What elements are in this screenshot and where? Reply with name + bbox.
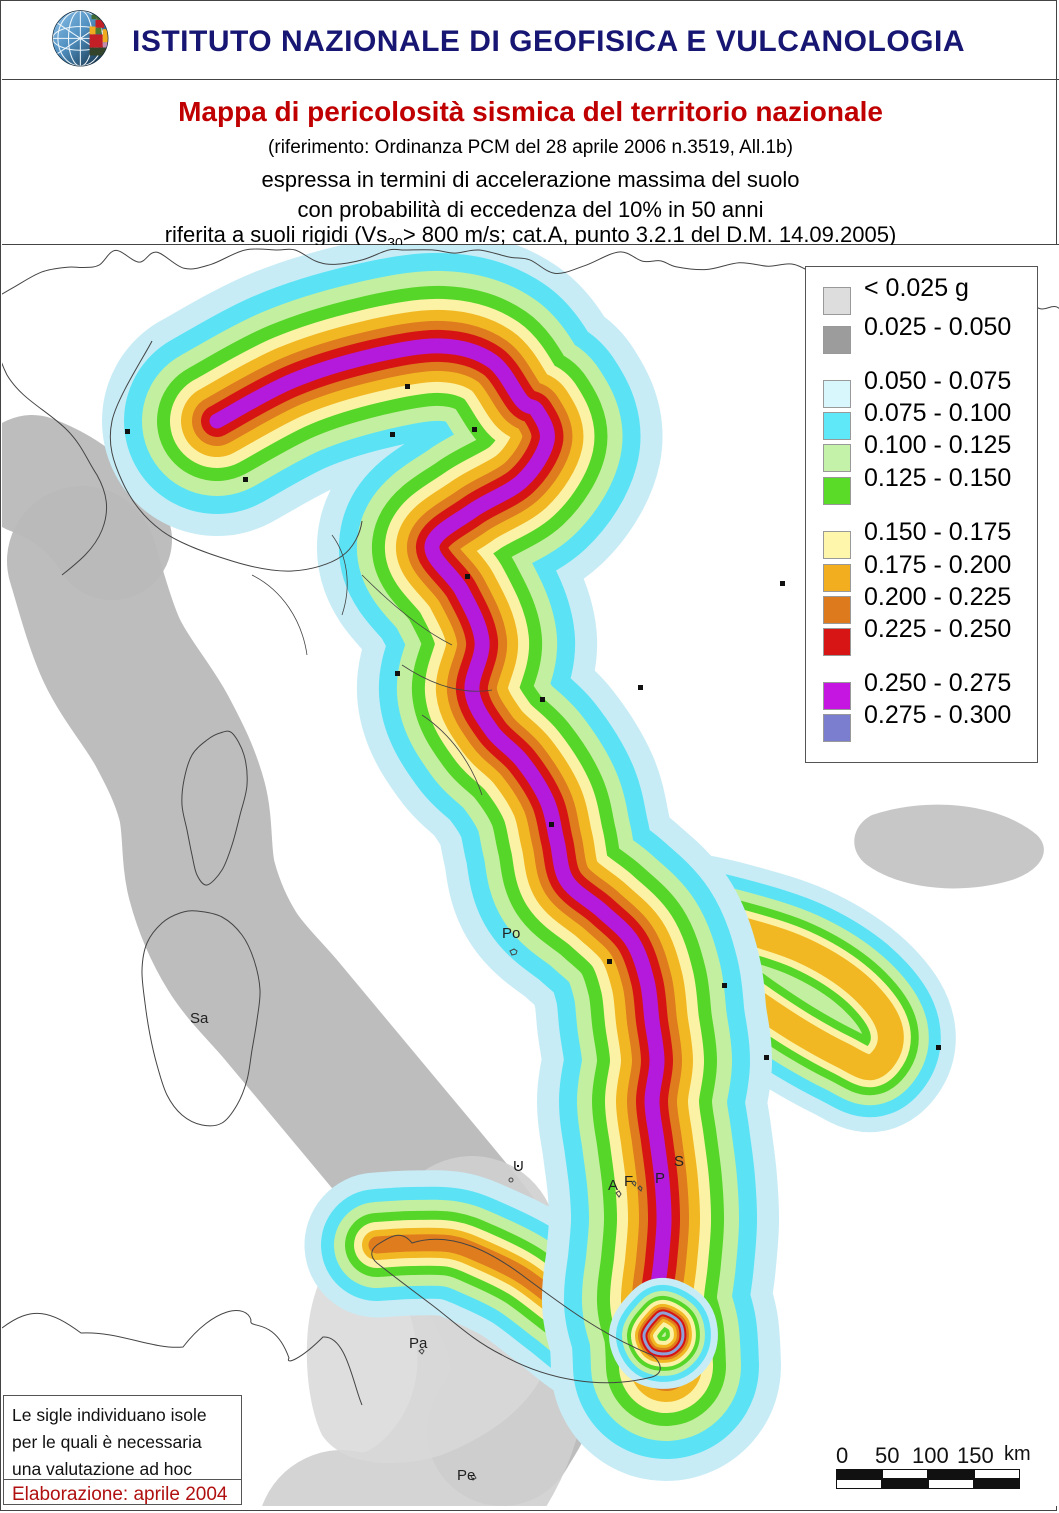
svg-text:F: F — [624, 1173, 633, 1190]
svg-text:Sa: Sa — [190, 1010, 209, 1027]
svg-text:Po: Po — [502, 925, 520, 942]
svg-text:Pe: Pe — [457, 1467, 475, 1484]
svg-text:U: U — [513, 1158, 524, 1175]
svg-text:S: S — [674, 1153, 684, 1170]
svg-text:A: A — [608, 1177, 618, 1194]
svg-text:P: P — [655, 1170, 665, 1187]
svg-text:Pa: Pa — [409, 1335, 428, 1352]
